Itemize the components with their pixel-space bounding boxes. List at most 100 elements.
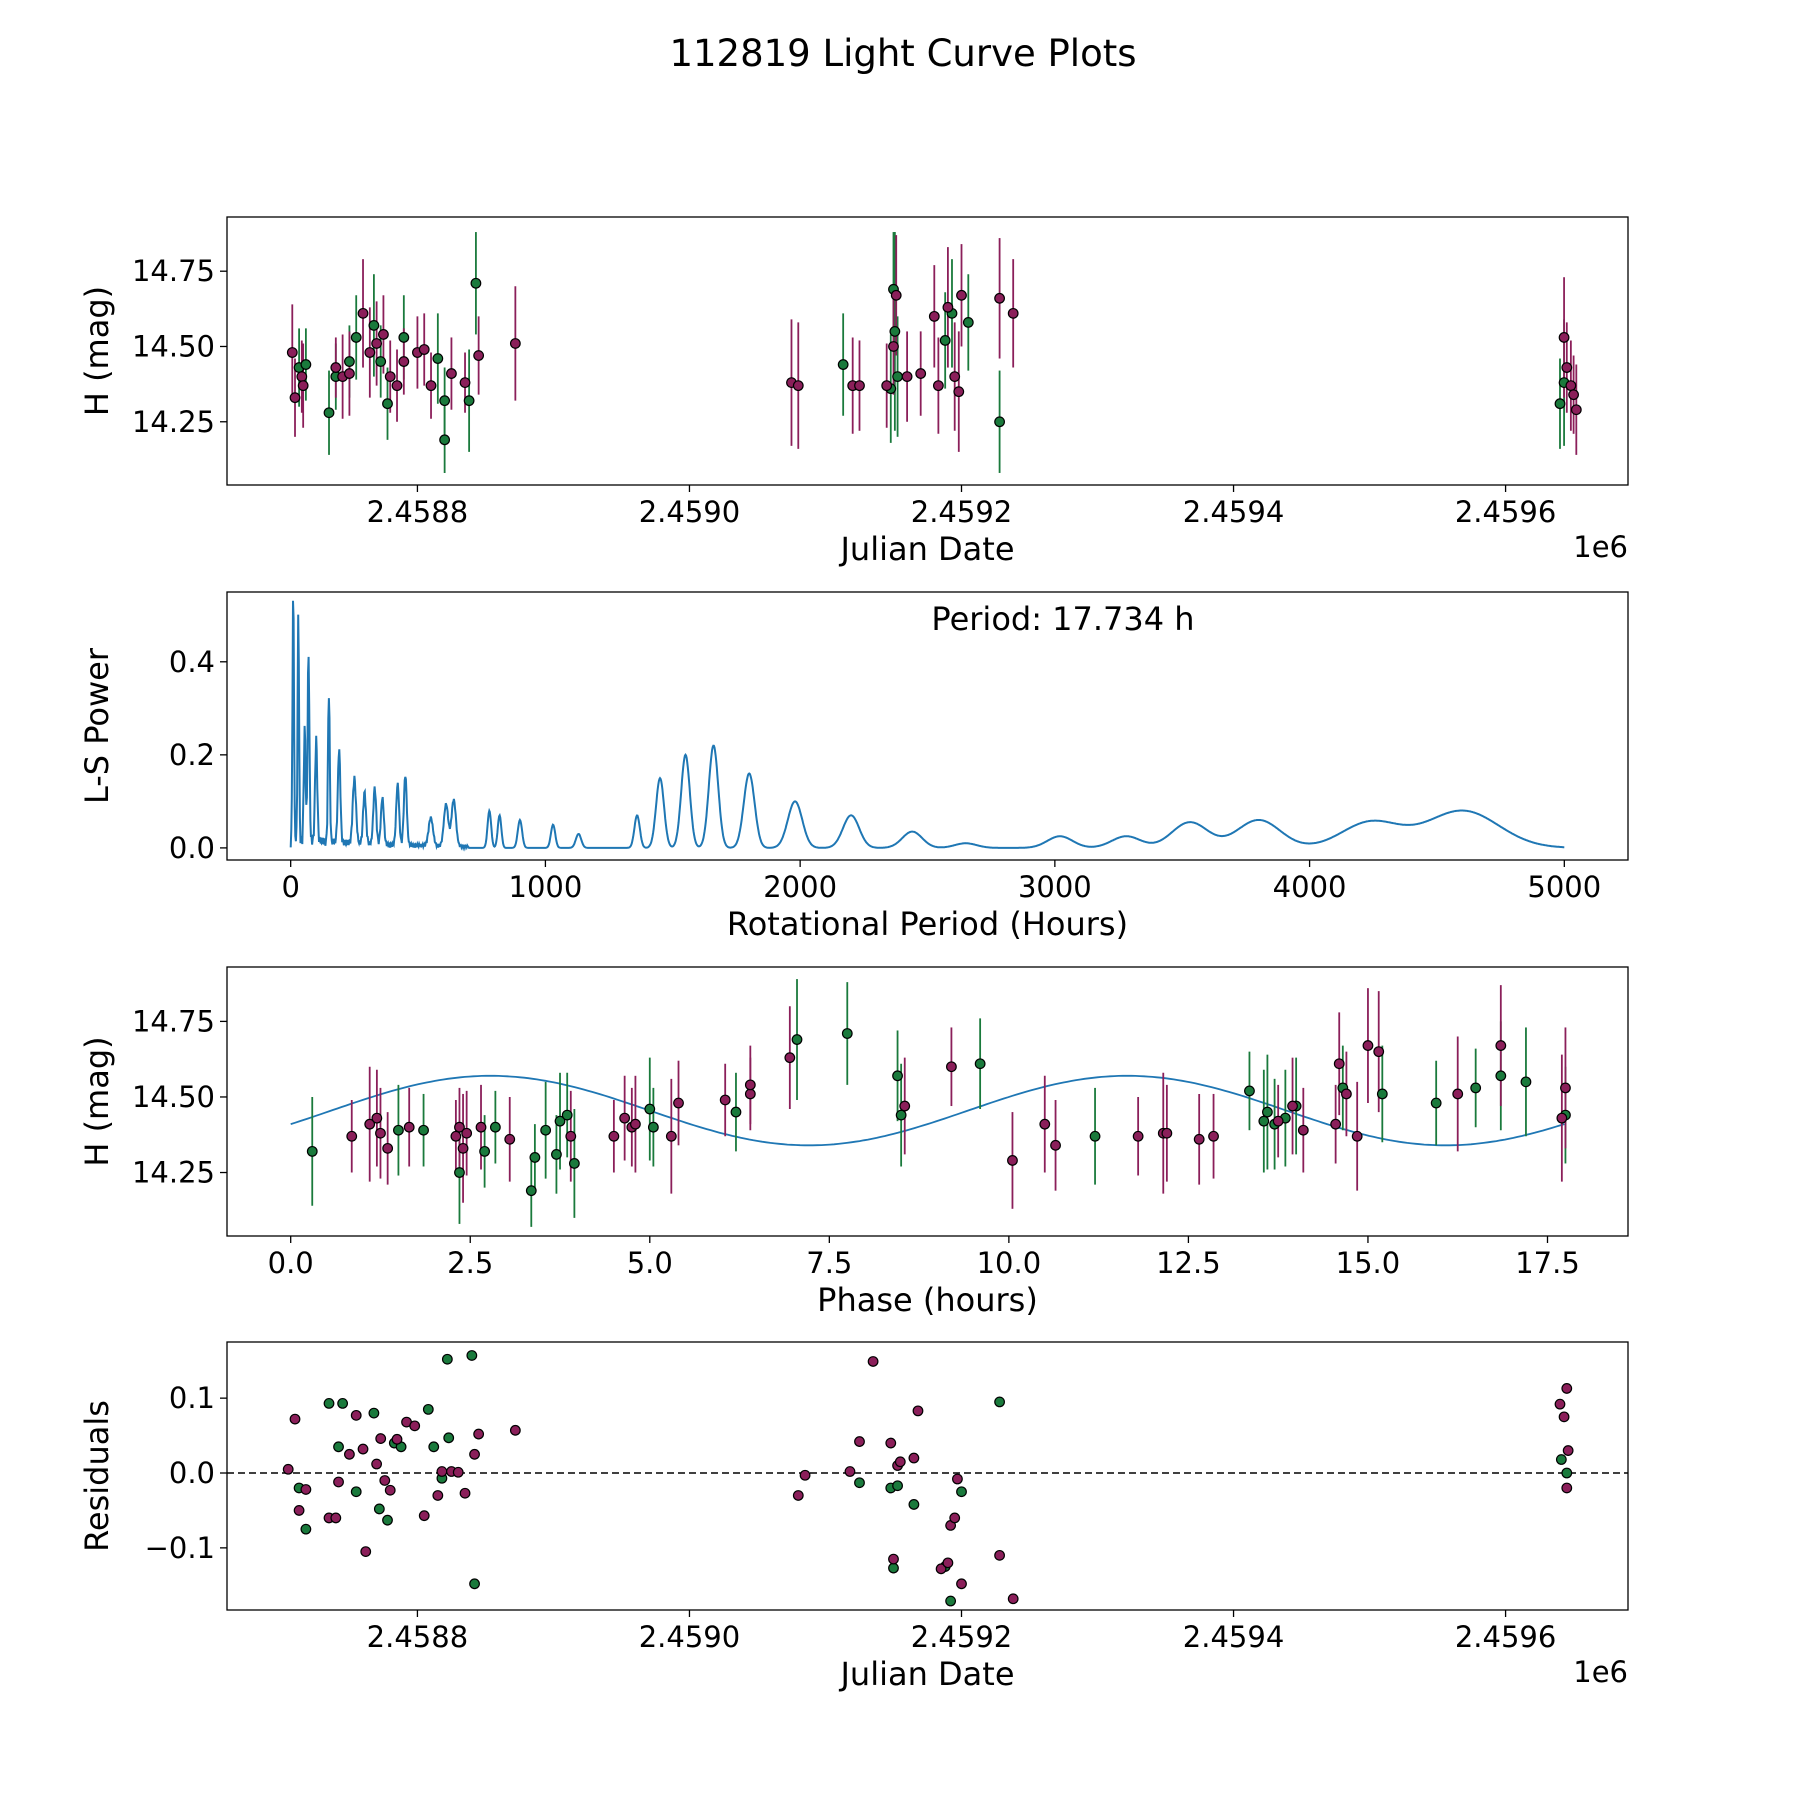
phased-point-magenta xyxy=(1039,1118,1051,1130)
periodogram-xtick-label: 3000 xyxy=(1018,870,1092,904)
phased-point-magenta xyxy=(565,1130,577,1142)
phased-point-magenta xyxy=(719,1094,731,1106)
period-annotation: Period: 17.734 h xyxy=(931,600,1194,638)
lightcurve-point-magenta xyxy=(1570,404,1582,416)
residuals-point-green xyxy=(945,1595,957,1607)
lightcurve-point-magenta xyxy=(384,371,396,382)
phased-point-green xyxy=(561,1109,573,1121)
residuals-point-green xyxy=(908,1499,920,1510)
residuals-point-green xyxy=(469,1578,480,1590)
phased-point-magenta xyxy=(364,1118,376,1130)
lightcurve-point-magenta xyxy=(890,289,902,301)
lightcurve-point-magenta xyxy=(357,307,369,319)
lightcurve-point-magenta xyxy=(915,368,927,379)
phased-point-green xyxy=(1244,1085,1255,1097)
periodogram-xtick-label: 2000 xyxy=(763,870,837,904)
residuals-point-magenta xyxy=(908,1452,920,1464)
residuals-point-magenta xyxy=(384,1484,396,1496)
residuals-point-green xyxy=(888,1562,899,1574)
phased-point-magenta xyxy=(1193,1133,1205,1145)
lightcurve-xtick-label: 2.4592 xyxy=(911,495,1012,529)
residuals-point-magenta xyxy=(409,1420,421,1432)
phased-point-magenta xyxy=(1132,1130,1144,1142)
lightcurve-point-magenta xyxy=(330,362,342,373)
residuals-point-magenta xyxy=(418,1510,430,1522)
lightcurve-point-magenta xyxy=(425,380,437,392)
residuals-plot-area xyxy=(227,1350,1628,1607)
residuals-xlabel: Julian Date xyxy=(838,1655,1014,1693)
phased-xtick-label: 12.5 xyxy=(1156,1246,1221,1280)
lightcurve-point-magenta xyxy=(1558,332,1570,343)
residuals-ytick-label: 0.1 xyxy=(169,1381,215,1415)
residuals-ytick-label: 0.0 xyxy=(169,1456,215,1490)
phased-point-magenta xyxy=(744,1088,756,1100)
residuals-point-green xyxy=(368,1407,380,1419)
residuals-point-magenta xyxy=(375,1433,387,1444)
phased-point-magenta xyxy=(475,1121,487,1133)
phased-xtick-label: 15.0 xyxy=(1336,1246,1401,1280)
periodogram-axes-frame xyxy=(226,591,1629,861)
residuals-point-magenta xyxy=(282,1463,294,1475)
phased-point-magenta xyxy=(461,1127,473,1139)
phased-point-magenta xyxy=(630,1118,641,1130)
lightcurve-point-magenta xyxy=(953,386,965,398)
lightcurve-point-green xyxy=(344,356,355,367)
phased-point-green xyxy=(540,1124,552,1136)
residuals-point-magenta xyxy=(912,1405,924,1417)
phased-point-green xyxy=(393,1124,404,1136)
lightcurve-ytick-label: 14.50 xyxy=(132,329,215,363)
residuals-point-magenta xyxy=(289,1413,301,1425)
lightcurve-point-green xyxy=(463,395,475,407)
phased-xtick-label: 5.0 xyxy=(627,1246,673,1280)
lightcurve-point-green xyxy=(432,353,444,364)
phased-point-green xyxy=(529,1152,541,1163)
phased-xtick-label: 17.5 xyxy=(1515,1246,1580,1280)
phased-point-green xyxy=(1470,1082,1482,1094)
residuals-point-magenta xyxy=(300,1484,312,1495)
residuals-point-magenta xyxy=(1561,1383,1573,1394)
residuals-xtick-label: 2.4588 xyxy=(367,1620,468,1654)
residuals-point-magenta xyxy=(792,1490,804,1501)
residuals-point-green xyxy=(892,1480,903,1492)
residuals-point-magenta xyxy=(867,1356,879,1367)
periodogram-line xyxy=(289,600,1565,852)
phased-xlabel: Phase (hours) xyxy=(817,1281,1038,1319)
phased-point-magenta xyxy=(1208,1130,1219,1142)
phased-point-magenta xyxy=(673,1097,684,1109)
periodogram-plot-area xyxy=(289,600,1565,852)
phased-ytick-label: 14.25 xyxy=(132,1156,215,1190)
residuals-point-magenta xyxy=(371,1458,383,1470)
model-fit-line xyxy=(290,1074,1565,1147)
residuals-point-magenta xyxy=(1554,1398,1566,1410)
residuals-point-green xyxy=(422,1403,434,1415)
residuals-point-green xyxy=(323,1397,335,1409)
residuals-point-magenta xyxy=(888,1553,899,1565)
lightcurve-point-magenta xyxy=(473,350,485,361)
residuals-point-magenta xyxy=(894,1456,906,1468)
residuals-offset-label: 1e6 xyxy=(1573,1655,1628,1689)
residuals-point-magenta xyxy=(379,1475,391,1486)
lightcurve-point-green xyxy=(439,434,451,446)
periodogram-ytick-label: 0.0 xyxy=(169,831,215,865)
lightcurve-point-magenta xyxy=(956,289,967,301)
lightcurve-point-green xyxy=(398,332,410,343)
residuals-point-magenta xyxy=(949,1512,961,1524)
residuals-point-green xyxy=(443,1432,455,1444)
residuals-point-magenta xyxy=(459,1487,471,1499)
lightcurve-xtick-label: 2.4590 xyxy=(639,495,740,529)
lightcurve-plot-area xyxy=(286,232,1582,473)
lightcurve-point-magenta xyxy=(364,347,376,358)
phased-point-magenta xyxy=(1362,1040,1374,1051)
residuals-point-magenta xyxy=(956,1578,967,1590)
lightcurve-ytick-label: 14.25 xyxy=(132,405,215,439)
phased-point-magenta xyxy=(1297,1124,1309,1136)
phased-ytick-label: 14.50 xyxy=(132,1080,215,1114)
periodogram-ylabel: L-S Power xyxy=(78,647,116,804)
phased-point-green xyxy=(554,1115,566,1127)
phased-point-green xyxy=(1089,1130,1101,1142)
phased-plot-area xyxy=(290,979,1571,1227)
phased-point-green xyxy=(730,1106,742,1118)
lightcurve-xlabel: Julian Date xyxy=(838,530,1014,568)
